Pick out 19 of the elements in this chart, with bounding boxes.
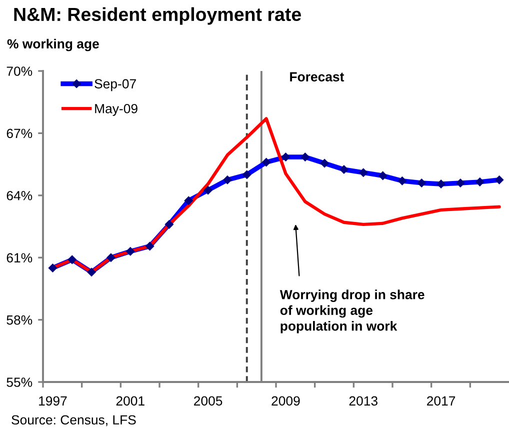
annotation: Worrying drop in share of working age population in work — [280, 290, 424, 334]
x-tick-label: 1997 — [39, 396, 67, 406]
chart-title: N&M: Resident employment rate — [14, 7, 301, 25]
x-tick-label: 2005 — [194, 396, 222, 406]
legend-label: Sep-07 — [94, 79, 136, 92]
y-tick-label: 70% — [6, 66, 32, 76]
x-tick-label: 2013 — [349, 396, 378, 406]
x-tick-label: 2001 — [116, 396, 144, 406]
y-tick-label: 67% — [6, 128, 32, 138]
y-axis-title: % working age — [7, 38, 99, 52]
ref-line-label: Forecast — [290, 72, 344, 82]
y-tick-label: 58% — [6, 315, 32, 325]
source-note: Source: Census, LFS — [12, 415, 136, 426]
x-tick-label: 2009 — [272, 396, 300, 406]
y-tick-label: 61% — [6, 253, 32, 263]
legend-label: May-09 — [95, 104, 138, 116]
x-tick-label: 2017 — [427, 396, 456, 406]
y-tick-label: 64% — [6, 190, 32, 200]
y-tick-label: 55% — [6, 378, 32, 387]
